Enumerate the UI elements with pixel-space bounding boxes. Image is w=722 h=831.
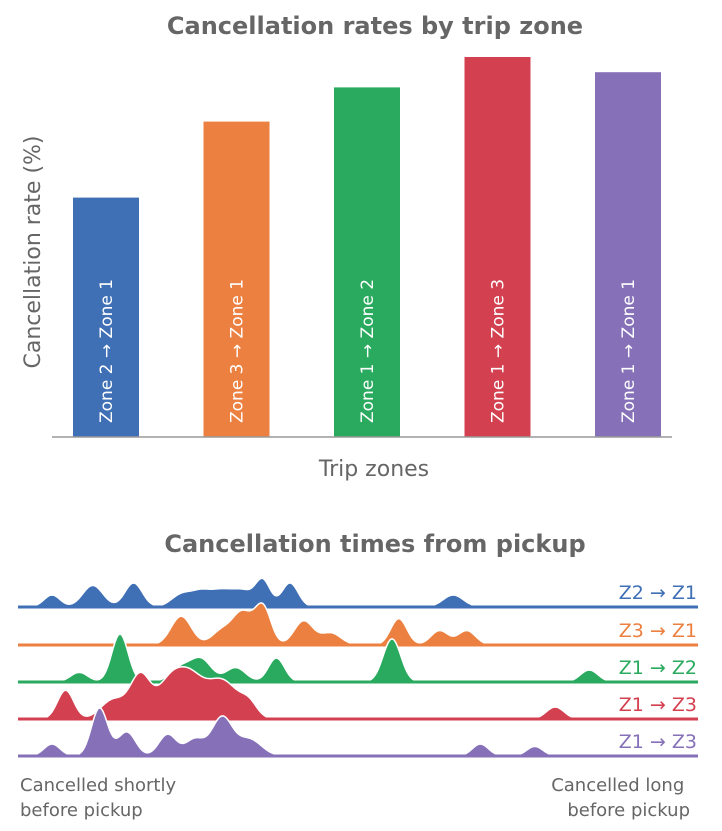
- ridge-group: Z2 → Z1 Z3 → Z1 Z1 → Z2 Z1 → Z3 Z1 → Z3: [18, 577, 698, 758]
- bar-chart-xlabel: Trip zones: [318, 457, 429, 482]
- bar-label: Zone 1 → Zone 1: [619, 279, 639, 423]
- ridgeline-title: Cancellation times from pickup: [164, 530, 585, 558]
- bar: [334, 87, 400, 438]
- bar: [73, 197, 139, 437]
- bar-chart-ylabel: Cancellation rate (%): [21, 135, 46, 368]
- ridge-area: [18, 633, 698, 683]
- ridge-label: Z3 → Z1: [619, 620, 697, 642]
- bar-label: Zone 1 → Zone 2: [358, 279, 378, 423]
- bar-chart: Cancellation rates by trip zone Cancella…: [21, 12, 672, 482]
- ridgeline-chart: Cancellation times from pickup Z2 → Z1 Z3…: [18, 530, 698, 821]
- bar-label: Zone 3 → Zone 1: [227, 279, 247, 423]
- bar-chart-title: Cancellation rates by trip zone: [167, 12, 583, 40]
- bar-group: Zone 2 → Zone 1 Zone 3 → Zone 1 Zone 1 → Z…: [73, 57, 661, 438]
- bar-label: Zone 2 → Zone 1: [97, 279, 117, 423]
- ridge-label: Z1 → Z3: [619, 731, 697, 753]
- bar: [203, 121, 270, 437]
- ridge-area: [18, 577, 698, 608]
- ridge-label: Z1 → Z3: [619, 694, 697, 716]
- bar: [464, 57, 531, 437]
- ridge-label: Z1 → Z2: [619, 657, 697, 679]
- ridge-label: Z2 → Z1: [619, 582, 697, 604]
- bar-label: Zone 1 → Zone 3: [488, 279, 508, 423]
- x-start-label: Cancelled shortly before pickup: [20, 775, 182, 821]
- bar: [595, 72, 661, 437]
- x-end-label: Cancelled long before pickup: [551, 775, 690, 821]
